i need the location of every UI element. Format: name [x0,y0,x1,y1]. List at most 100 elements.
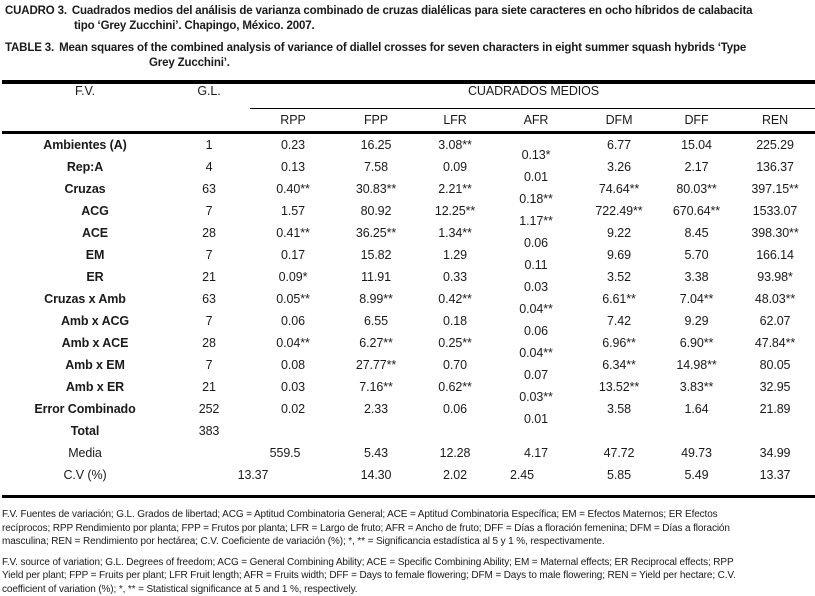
cell-rpp: 13.37 [210,464,296,497]
cell-degrees-of-freedom: 383 [168,420,250,442]
table-row: Amb x EM 7 0.08 27.77** 0.70 0.07 6.34**… [2,354,815,376]
cell-afr: 0.18** [494,188,578,210]
caption-english-line2: Grey Zucchini’. [2,56,813,71]
cell-source-of-variation: ACG [2,200,168,222]
cell-source-of-variation: Rep:A [2,156,168,178]
cell-fpp: 2.33 [336,398,416,420]
cell-degrees-of-freedom: 1 [168,133,250,157]
cell-fpp: 7.16** [336,376,416,398]
cell-rpp: 0.41** [250,222,336,244]
cell-dfm: 6.77 [578,133,660,157]
cell-source-of-variation: Amb x ACE [2,332,168,354]
table-header: F.V. G.L. CUADRADOS MEDIOS RPP FPP LFR A… [2,82,815,133]
table-row: Cruzas 63 0.40** 30.83** 2.21** 0.18** 7… [2,178,815,200]
cell-ren: 32.95 [733,376,815,398]
table-row: C.V (%) 13.37 14.30 2.02 2.45 5.85 5.49 … [2,464,815,497]
column-header-ren: REN [733,109,815,133]
footnote-line: masculina; REN = Rendimiento por hectáre… [2,535,813,549]
cell-fpp: 15.82 [336,244,416,266]
cell-source-of-variation: ACE [2,222,168,244]
cell-dff: 49.73 [660,442,733,464]
cell-degrees-of-freedom: 7 [168,310,250,332]
cell-lfr: 12.25** [416,200,494,222]
cell-lfr: 0.70 [416,354,494,376]
cell-dff: 15.04 [660,133,733,157]
cell-dff: 80.03** [660,178,733,200]
cell-dfm: 6.34** [578,354,660,376]
cell-afr: 2.45 [480,464,564,497]
cell-dff: 9.29 [660,310,733,332]
cell-dff: 5.70 [660,244,733,266]
cell-lfr [416,420,494,442]
table-number-label-es: CUADRO 3. [2,4,67,19]
table-row: ER 21 0.09* 11.91 0.33 0.03 3.52 3.38 93… [2,266,815,288]
cell-afr: 0.01 [494,166,578,188]
cell-rpp: 0.09* [250,266,336,288]
cell-lfr: 12.28 [416,442,494,464]
cell-ren: 398.30** [733,222,815,244]
cell-fpp: 36.25** [336,222,416,244]
cell-dfm: 9.69 [578,244,660,266]
cell-lfr: 1.29 [416,244,494,266]
cell-degrees-of-freedom: 28 [168,332,250,354]
cell-degrees-of-freedom: 252 [168,398,250,420]
table-row: Rep:A 4 0.13 7.58 0.09 0.01 3.26 2.17 13… [2,156,815,178]
cell-source-of-variation: C.V (%) [2,464,168,497]
cell-fpp: 8.99** [336,288,416,310]
table-row: Total 383 [2,420,815,442]
cell-afr: 0.06 [494,232,578,254]
cell-ren: 397.15** [733,178,815,200]
column-header-gl: G.L. [168,82,250,133]
cell-lfr: 0.09 [416,156,494,178]
cell-dff: 3.38 [660,266,733,288]
cell-afr: 0.04** [494,342,578,364]
footnote-line: Yield per plant; FPP = Fruits per plant;… [2,569,813,583]
cell-fpp [336,420,416,442]
cell-degrees-of-freedom: 63 [168,178,250,200]
caption-spanish-line1: CUADRO 3. Cuadrados medios del análisis … [2,4,813,19]
cell-degrees-of-freedom: 4 [168,156,250,178]
table-row: Amb x ACE 28 0.04** 6.27** 0.25** 0.04**… [2,332,815,354]
cell-dfm: 6.96** [578,332,660,354]
column-header-dfm: DFM [578,109,660,133]
cell-lfr: 1.34** [416,222,494,244]
cell-afr: 0.11 [494,254,578,276]
cell-dfm: 722.49** [578,200,660,222]
cell-dfm [578,420,660,442]
footnote-line: coefficient of variation (%); *, ** = St… [2,583,813,596]
cell-afr: 0.07 [494,364,578,386]
cell-degrees-of-freedom: 7 [168,354,250,376]
cell-rpp: 0.08 [250,354,336,376]
cell-dfm: 47.72 [578,442,660,464]
cell-fpp: 30.83** [336,178,416,200]
cell-source-of-variation: Amb x ACG [2,310,168,332]
cell-dfm: 6.61** [578,288,660,310]
table-row: Error Combinado 252 0.02 2.33 0.06 0.01 … [2,398,815,420]
cell-rpp: 0.23 [250,133,336,157]
cell-source-of-variation: Ambientes (A) [2,133,168,157]
table-row: Amb x ACG 7 0.06 6.55 0.18 0.06 7.42 9.2… [2,310,815,332]
column-header-fpp: FPP [336,109,416,133]
cell-dff [660,420,733,442]
cell-fpp: 11.91 [336,266,416,288]
cell-rpp: 0.04** [250,332,336,354]
cell-source-of-variation: EM [2,244,168,266]
table-number-label-en: TABLE 3. [2,41,54,56]
cell-degrees-of-freedom: 63 [168,288,250,310]
cell-fpp: 7.58 [336,156,416,178]
cell-ren: 21.89 [733,398,815,420]
cell-dff: 6.90** [660,332,733,354]
cell-ren: 34.99 [733,442,815,464]
column-header-rpp: RPP [250,109,336,133]
cell-dfm: 3.26 [578,156,660,178]
cell-source-of-variation: Cruzas x Amb [2,288,168,310]
caption-english-line1: TABLE 3. Mean squares of the combined an… [2,41,813,56]
cell-lfr: 0.33 [416,266,494,288]
cell-dfm: 7.42 [578,310,660,332]
table-row: Ambientes (A) 1 0.23 16.25 3.08** 0.13* … [2,133,815,157]
cell-rpp: 0.06 [250,310,336,332]
cell-fpp: 27.77** [336,354,416,376]
table-row: Cruzas x Amb 63 0.05** 8.99** 0.42** 0.0… [2,288,815,310]
cell-dfm: 3.58 [578,398,660,420]
cell-rpp: 0.02 [250,398,336,420]
